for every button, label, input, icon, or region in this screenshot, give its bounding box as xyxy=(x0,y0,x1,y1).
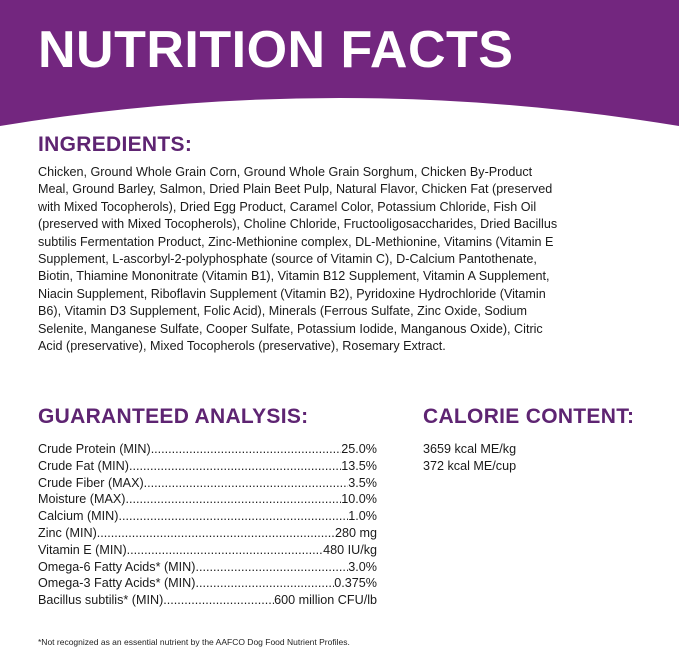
dot-leader xyxy=(151,441,342,458)
dot-leader xyxy=(163,592,274,609)
analysis-value: 480 IU/kg xyxy=(323,542,377,557)
analysis-row: Vitamin E (MIN) 480 IU/kg xyxy=(38,542,377,559)
calorie-per-cup: 372 kcal ME/cup xyxy=(423,458,517,473)
analysis-value: 600 million CFU/lb xyxy=(274,593,377,608)
analysis-value: 280 mg xyxy=(334,525,377,540)
analysis-label: Calcium (MIN) xyxy=(38,509,119,524)
analysis-row: Zinc (MIN) 280 mg xyxy=(38,525,377,542)
analysis-label: Bacillus subtilis* (MIN) xyxy=(38,593,164,608)
footnote: *Not recognized as an essential nutrient… xyxy=(38,637,350,647)
ingredients-line: Niacin Supplement, Riboflavin Supplement… xyxy=(38,286,546,301)
analysis-label: Moisture (MAX) xyxy=(38,492,126,507)
dot-leader xyxy=(127,542,323,559)
analysis-row: Crude Fat (MIN) 13.5% xyxy=(38,458,377,475)
page-title: NUTRITION FACTS xyxy=(38,21,514,79)
analysis-label: Crude Protein (MIN) xyxy=(38,442,151,456)
ingredients-line: with Mixed Tocopherols), Dried Egg Produ… xyxy=(38,199,537,214)
analysis-value: 0.375% xyxy=(334,576,377,591)
dot-leader xyxy=(195,575,334,592)
analysis-value: 3.0% xyxy=(348,559,377,574)
ingredients-line: Chicken, Ground Whole Grain Corn, Ground… xyxy=(38,165,533,179)
ingredients-heading: INGREDIENTS: xyxy=(38,133,193,156)
dot-leader xyxy=(97,525,335,542)
dot-leader xyxy=(195,559,348,576)
analysis-row: Bacillus subtilis* (MIN) 600 million CFU/… xyxy=(38,592,377,609)
analysis-label: Vitamin E (MIN) xyxy=(38,542,127,557)
analysis-row: Calcium (MIN) 1.0% xyxy=(38,508,377,525)
guaranteed-analysis-heading: GUARANTEED ANALYSIS: xyxy=(38,405,309,428)
dot-leader xyxy=(144,475,349,492)
dot-leader xyxy=(129,458,341,475)
analysis-label: Omega-3 Fatty Acids* (MIN) xyxy=(38,576,196,591)
analysis-label: Crude Fat (MIN) xyxy=(38,458,129,473)
ingredients-line: B6), Vitamin D3 Supplement, Folic Acid),… xyxy=(38,304,528,319)
analysis-value: 10.0% xyxy=(341,492,377,507)
ingredients-line: Biotin, Thiamine Mononitrate (Vitamin B1… xyxy=(38,269,550,284)
analysis-row: Crude Fiber (MAX) 3.5% xyxy=(38,475,377,492)
calorie-per-kg: 3659 kcal ME/kg xyxy=(423,442,517,456)
ingredients-line: Acid (preservative), Mixed Tocopherols (… xyxy=(38,339,446,354)
analysis-row: Moisture (MAX) 10.0% xyxy=(38,491,377,508)
ingredients-line: Meal, Ground Barley, Salmon, Dried Plain… xyxy=(38,182,553,197)
calorie-content: 3659 kcal ME/kg 372 kcal ME/cup xyxy=(423,441,516,475)
analysis-value: 25.0% xyxy=(341,442,377,456)
analysis-table: Crude Protein (MIN) 25.0% Crude Fat (MIN) 1… xyxy=(38,441,377,609)
dot-leader xyxy=(118,508,348,525)
ingredients-line: Selenite, Manganese Sulfate, Cooper Sulf… xyxy=(38,321,543,336)
ingredients-line: subtilis Fermentation Product, Zinc-Meth… xyxy=(38,234,554,249)
analysis-label: Zinc (MIN) xyxy=(38,525,97,540)
analysis-value: 13.5% xyxy=(341,458,377,473)
analysis-label: Crude Fiber (MAX) xyxy=(38,475,144,490)
analysis-row: Omega-6 Fatty Acids* (MIN) 3.0% xyxy=(38,559,377,576)
ingredients-text: Chicken, Ground Whole Grain Corn, Ground… xyxy=(38,164,678,355)
analysis-value: 3.5% xyxy=(348,475,377,490)
ingredients-line: (preserved with Mixed Tocopherols), Chol… xyxy=(38,217,558,232)
dot-leader xyxy=(125,491,341,508)
calorie-content-heading: CALORIE CONTENT: xyxy=(423,405,635,428)
ingredients-line: Supplement, L-ascorbyl-2-polyphosphate (… xyxy=(38,252,537,267)
analysis-label: Omega-6 Fatty Acids* (MIN) xyxy=(38,559,196,574)
analysis-value: 1.0% xyxy=(348,509,377,524)
header-banner xyxy=(0,0,679,126)
analysis-row: Crude Protein (MIN) 25.0% xyxy=(38,441,377,458)
analysis-row: Omega-3 Fatty Acids* (MIN) 0.375% xyxy=(38,575,377,592)
